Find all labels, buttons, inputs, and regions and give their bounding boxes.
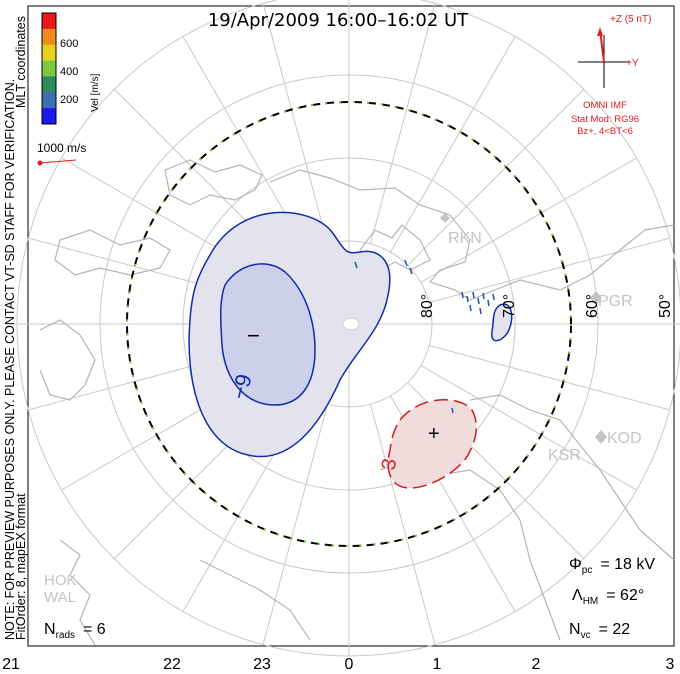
colorbar-segment xyxy=(42,13,56,30)
radar-label-kod: KOD xyxy=(607,430,642,447)
meridian-line xyxy=(262,3,329,244)
preview-note: NOTE: FOR PREVIEW PURPOSES ONLY. PLEASE … xyxy=(3,79,17,640)
imf-source: OMNI IMF xyxy=(583,100,627,111)
imf-stat-model: Stat Mod: RG96 xyxy=(571,114,639,125)
stat-phi-pc: Φpc = 18 kV xyxy=(569,556,655,576)
colorbar-tick-400: 400 xyxy=(60,66,78,78)
meridian-line xyxy=(369,404,436,645)
mlt-label: 23 xyxy=(253,656,271,673)
fit-order-note: FitOrder: 8, mapEX format xyxy=(14,493,28,640)
svg-text:ΛHM= 62°: ΛHM = 62° xyxy=(572,587,644,607)
colorbar-label: Vel [m/s] xyxy=(90,73,101,112)
mlt-label: 22 xyxy=(163,656,181,673)
small-negative-contour xyxy=(491,303,513,342)
mlt-label: 21 xyxy=(2,656,20,673)
mlt-label: 3 xyxy=(666,656,675,673)
positive-cell xyxy=(387,399,478,489)
stat-n-rads: Nrads = 6 xyxy=(44,621,106,641)
svg-text:Nvc= 22: Nvc = 22 xyxy=(569,621,630,641)
meridian-lines xyxy=(17,0,680,656)
lat-label-50: 50° xyxy=(657,294,674,318)
colorbar-segment xyxy=(42,76,56,93)
radar-label-wal: WAL xyxy=(44,589,76,606)
imf-y-label: +Y xyxy=(626,58,639,69)
meridian-line xyxy=(420,157,637,283)
lat-label-60: 60° xyxy=(584,294,601,318)
mlt-label: 0 xyxy=(345,656,354,673)
meridian-line xyxy=(369,3,436,244)
svg-text:Φpc= 18 kV: Φpc = 18 kV xyxy=(569,556,655,576)
colorbar-frame xyxy=(41,12,57,125)
minus-marker: − xyxy=(247,323,260,348)
colorbar-segment xyxy=(42,28,56,46)
colorbar-segment xyxy=(42,44,56,62)
mlt-label: 1 xyxy=(433,656,442,673)
map-title: 19/Apr/2009 16:00–16:02 UT xyxy=(208,10,469,31)
radar-label-pgr: PGR xyxy=(598,293,633,310)
meridian-line xyxy=(429,237,670,304)
radar-sites xyxy=(440,213,607,444)
reference-vector-icon xyxy=(37,159,77,166)
svg-text:Nrads= 6: Nrads = 6 xyxy=(44,621,106,641)
meridian-line xyxy=(420,365,637,491)
colorbar-tick-200: 200 xyxy=(60,94,78,106)
pole-marker xyxy=(342,317,360,331)
meridian-line xyxy=(407,88,585,266)
positive-contour-label: 3 xyxy=(378,457,402,472)
mlt-label: 2 xyxy=(532,656,541,673)
coordinates-label: MLT coordinates xyxy=(14,16,28,108)
lat-label-80: 80° xyxy=(419,294,436,318)
radar-label-rkn: RKN xyxy=(448,230,482,247)
radar-label-ksr: KSR xyxy=(548,447,581,464)
lat-label-70: 70° xyxy=(501,294,518,318)
imf-condition: Bz+, 4<BT<6 xyxy=(577,126,633,137)
colorbar-segment xyxy=(42,60,56,77)
hm-boundary-points xyxy=(126,101,572,547)
colorbar-tick-600: 600 xyxy=(60,38,78,50)
imf-z-label: +Z (5 nT) xyxy=(610,14,651,25)
plus-marker: + xyxy=(428,423,440,445)
velocity-vectors xyxy=(354,259,495,414)
colorbar-segment xyxy=(42,92,56,109)
radar-label-hok: HOK xyxy=(44,572,77,589)
stat-n-vc: Nvc = 22 xyxy=(569,621,630,641)
reference-vector-label: 1000 m/s xyxy=(37,141,86,155)
colorbar-segment xyxy=(42,108,56,125)
velocity-colorbar xyxy=(42,13,56,125)
meridian-line xyxy=(390,36,516,253)
meridian-line xyxy=(429,344,670,411)
meridian-line xyxy=(262,404,329,645)
mlt-axis: 21 22 23 0 1 2 3 xyxy=(2,656,674,673)
negative-cell-inner xyxy=(220,263,316,406)
stat-lambda-hm: ΛHM = 62° xyxy=(572,587,644,607)
imf-dial xyxy=(578,27,630,88)
